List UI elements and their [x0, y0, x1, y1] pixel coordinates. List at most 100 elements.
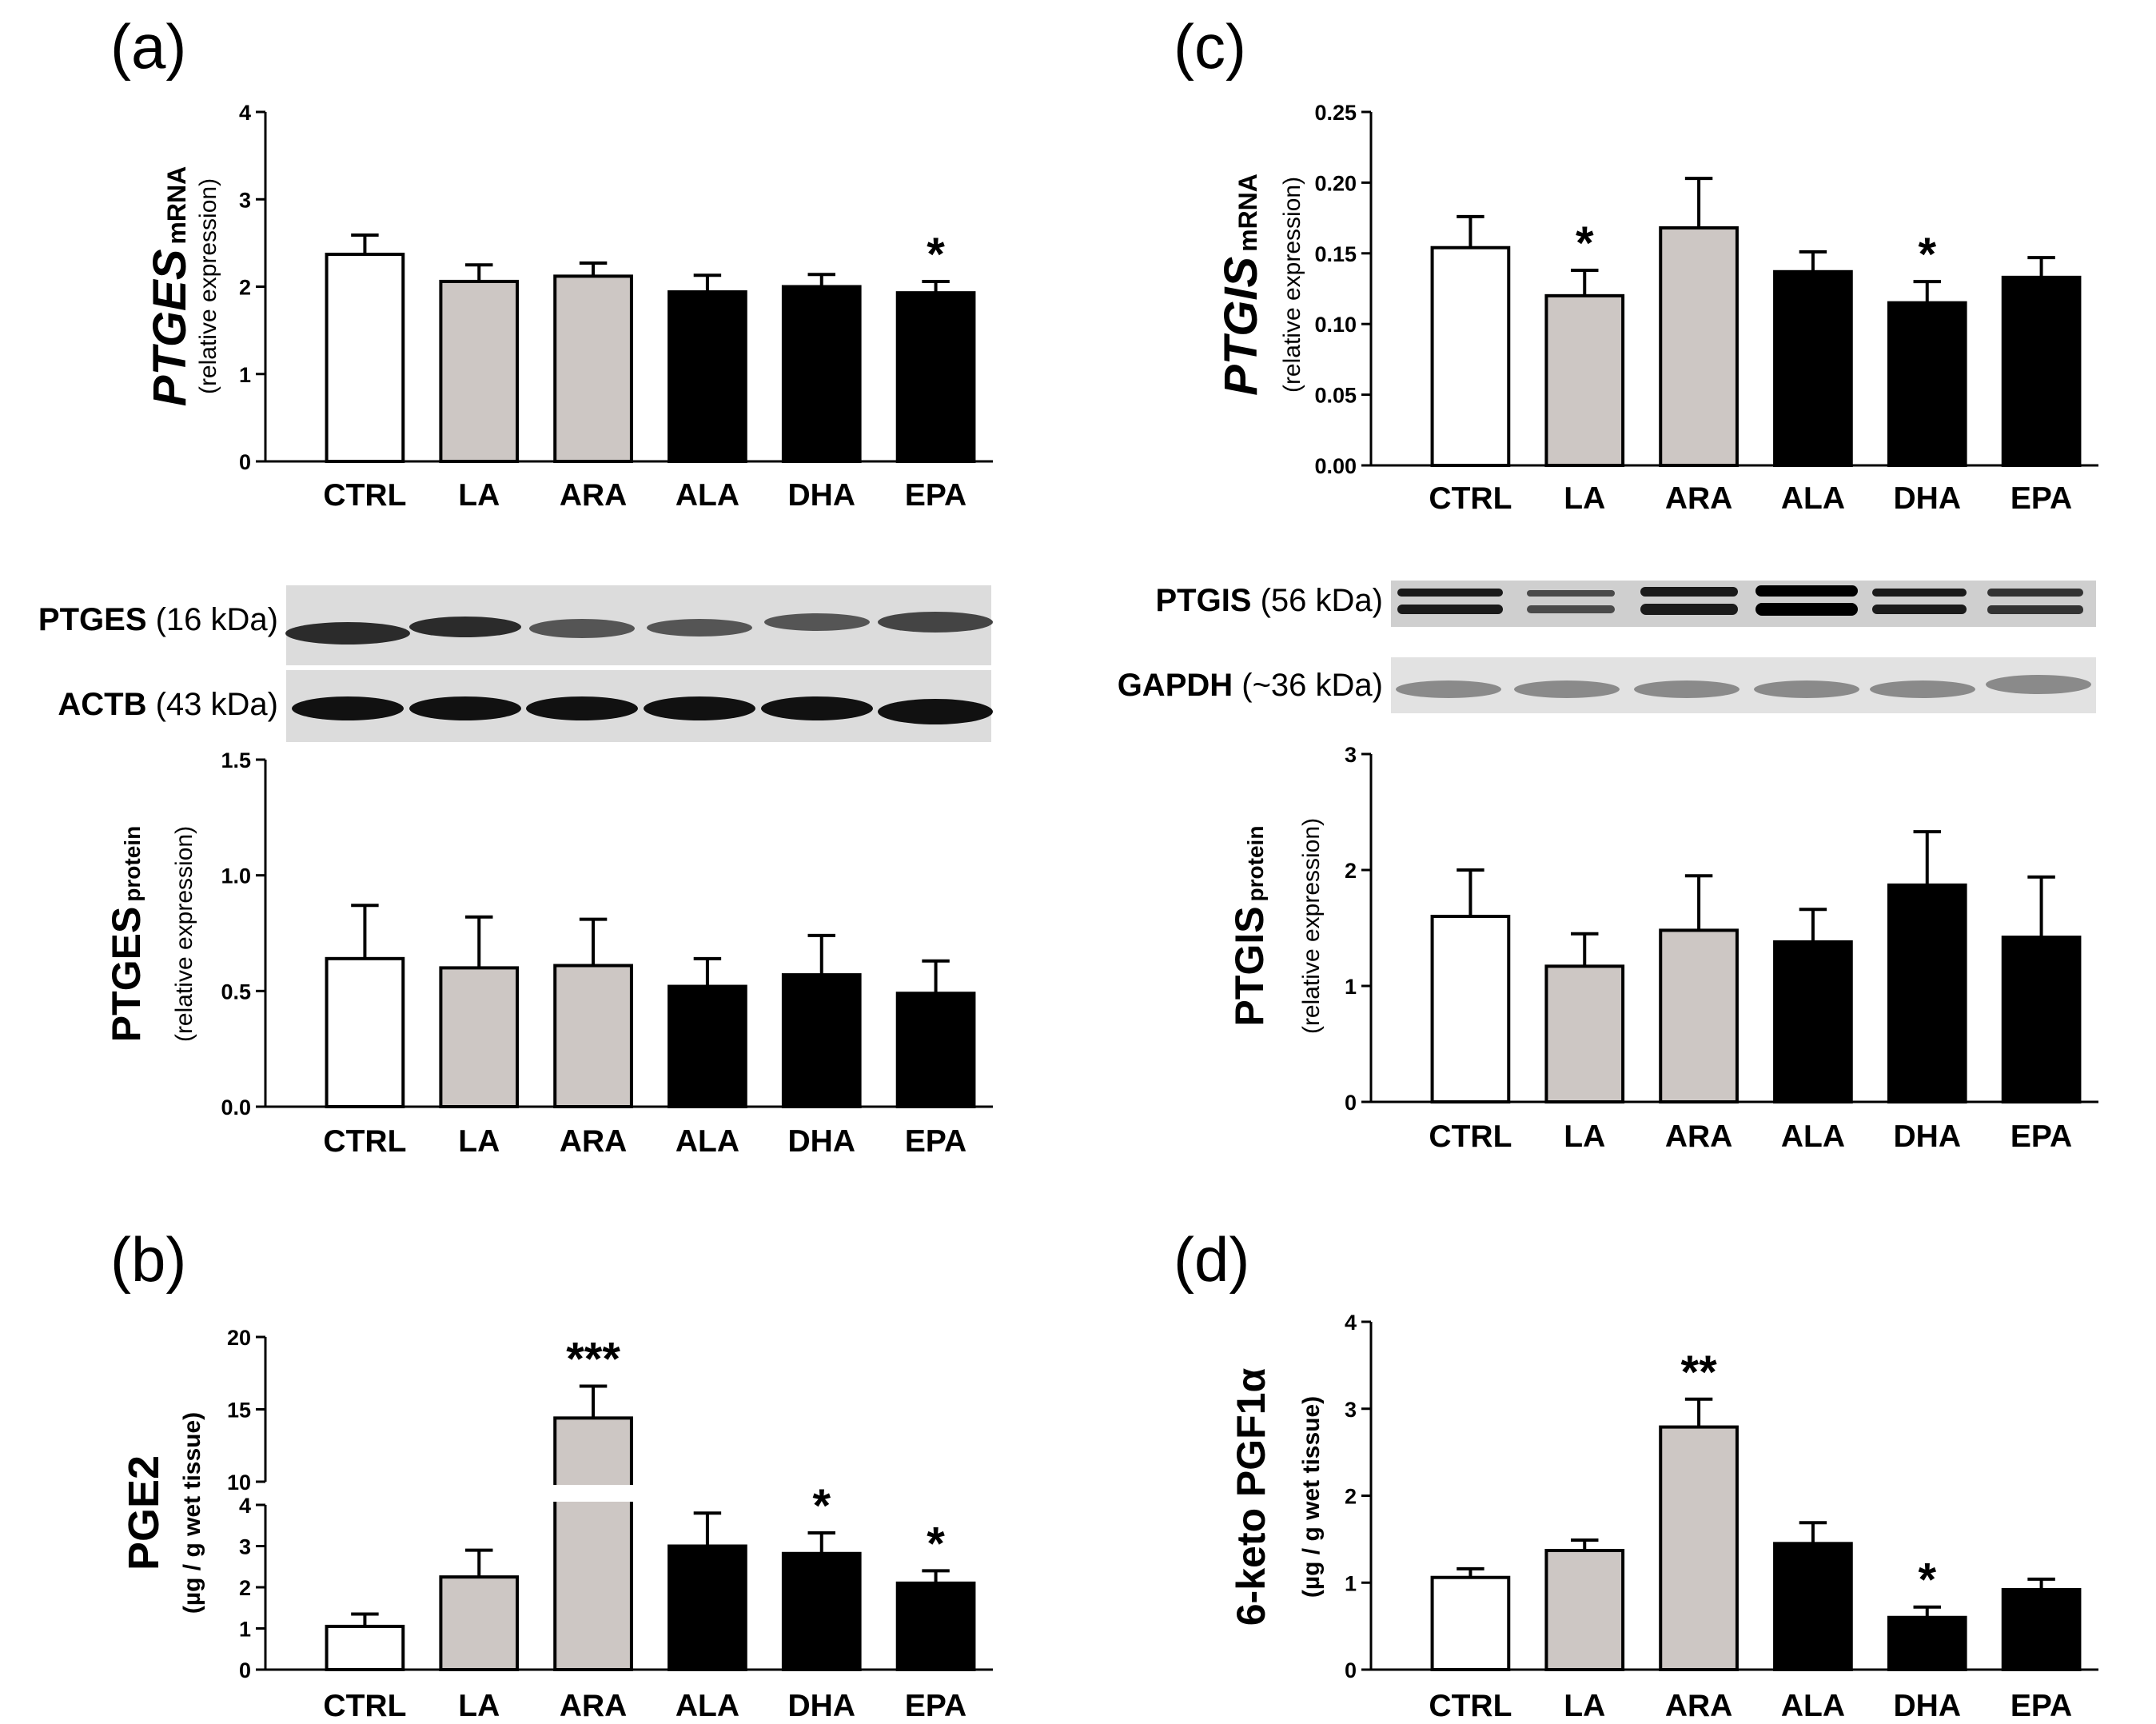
- bar-ala: [1773, 940, 1853, 1104]
- y-axis-title-main: 6-keto PGF1α: [1229, 1368, 1273, 1626]
- y-axis-title-main: PTGIS: [1215, 257, 1267, 396]
- blot-band: [1987, 589, 2083, 597]
- category-label: DHA: [1894, 1119, 1962, 1154]
- category-label: ALA: [675, 478, 739, 513]
- chart-pge2: 0 1 2 3 410 15 20 CTRL LA *** ARA ALA * DHA * EPA PGE2 (µ…: [120, 1326, 993, 1723]
- bar-ara: [1659, 1425, 1739, 1672]
- category-label: DHA: [1894, 1689, 1962, 1723]
- blot-band: [1396, 680, 1501, 698]
- y-tick-label: 0.00: [1314, 454, 1357, 478]
- blot-band: [1987, 605, 2083, 614]
- blot-size-ptgis: (56 kDa): [1252, 583, 1384, 618]
- category-label: EPA: [905, 1124, 966, 1159]
- blot-band: [644, 696, 755, 720]
- bar-ala: [668, 290, 747, 463]
- category-label: LA: [458, 1689, 500, 1723]
- bar-dha: [1887, 883, 1967, 1103]
- category-label: ARA: [560, 478, 628, 513]
- bar-epa: [2001, 1587, 2082, 1671]
- y-tick-label: 0: [239, 450, 251, 474]
- blot-ptgis-bands: [1397, 585, 2083, 616]
- blot-ptges: [285, 585, 993, 665]
- y-axis-title-main: PTGES: [144, 249, 196, 406]
- y-tick-label: 2: [1345, 859, 1357, 883]
- category-label: ARA: [1665, 481, 1733, 516]
- y-tick-label: 3: [239, 188, 251, 212]
- y-axis-title: PTGES protein: [104, 826, 149, 1042]
- y-tick-label: 15: [227, 1399, 251, 1423]
- blot-name-ptgis: PTGIS: [1155, 583, 1251, 618]
- bar-ara: [553, 274, 633, 464]
- y-tick-label: 2: [239, 276, 251, 300]
- y-axis-title-main: PTGES: [104, 907, 149, 1042]
- significance-mark: *: [1918, 229, 1936, 281]
- blot-actb-background: [286, 670, 991, 742]
- category-label: ARA: [1665, 1689, 1733, 1723]
- y-axis-title-main: PTGIS: [1227, 906, 1272, 1026]
- blot-band: [1754, 680, 1859, 698]
- y-axis-title-sub: mRNA: [1233, 174, 1262, 252]
- category-label: CTRL: [323, 478, 406, 513]
- y-axis-subtitle: (µg / g wet tissue): [1298, 1396, 1325, 1598]
- blot-band: [761, 696, 873, 720]
- category-label: LA: [1564, 481, 1605, 516]
- category-label: CTRL: [1429, 481, 1512, 516]
- category-label: CTRL: [1429, 1689, 1512, 1723]
- y-tick-label: 3: [1345, 743, 1357, 767]
- bar-dha: [781, 973, 862, 1108]
- category-label: ARA: [560, 1689, 628, 1723]
- blot-actb-bands: [292, 696, 993, 724]
- category-label: ALA: [675, 1689, 739, 1723]
- y-axis-title: PGE2: [120, 1455, 168, 1570]
- blot-band: [285, 622, 410, 645]
- blot-band: [1870, 680, 1975, 698]
- y-axis-subtitle: (relative expression): [1279, 177, 1305, 393]
- category-label: DHA: [788, 1689, 856, 1723]
- bar-la: [439, 966, 520, 1109]
- category-label: LA: [1564, 1119, 1605, 1154]
- chart-ptges_protein: 0.0 0.5 1.0 1.5 CTRL LA ARA ALA DHA EPA PTGES prote…: [104, 748, 993, 1159]
- bar-ara: [1659, 928, 1739, 1104]
- category-label: ARA: [560, 1124, 628, 1159]
- category-label: DHA: [788, 478, 856, 513]
- blot-band: [1872, 605, 1967, 614]
- blot-label-actb: ACTB (43 kDa): [58, 687, 278, 722]
- blot-ptgis-background: [1391, 581, 2096, 627]
- bar-dha: [1887, 1615, 1967, 1671]
- y-tick-label: 20: [227, 1326, 251, 1350]
- y-tick-label: 0.15: [1314, 242, 1357, 266]
- y-tick-label: 1: [1345, 975, 1357, 999]
- panel-label-d: (d): [1174, 1224, 1249, 1295]
- bar-la: [439, 279, 520, 463]
- bar-dha: [781, 285, 862, 463]
- blot-band: [764, 613, 870, 631]
- bar-ala: [1773, 269, 1853, 467]
- bar-ctrl: [1430, 1575, 1511, 1671]
- category-label: EPA: [2011, 1689, 2072, 1723]
- category-label: ALA: [675, 1124, 739, 1159]
- blot-ptges-bands: [285, 612, 993, 645]
- y-axis-title: PTGES mRNA: [144, 166, 196, 406]
- significance-mark: *: [927, 229, 945, 281]
- y-axis-subtitle: (relative expression): [171, 826, 197, 1042]
- y-tick-label: 0.25: [1314, 101, 1357, 125]
- bar-ala: [668, 1544, 747, 1671]
- bar-ara: [1659, 225, 1739, 467]
- y-tick-label: 0.10: [1314, 313, 1357, 337]
- blot-ptgis: [1391, 581, 2096, 627]
- bar-la: [1544, 1549, 1625, 1671]
- blot-band: [1755, 585, 1858, 597]
- category-label: CTRL: [323, 1124, 406, 1159]
- bar-ara: [553, 964, 633, 1109]
- y-tick-label: 1.0: [221, 864, 251, 888]
- category-label: CTRL: [323, 1689, 406, 1723]
- category-label: LA: [1564, 1689, 1605, 1723]
- panel-label-c: (c): [1174, 11, 1246, 82]
- y-axis-title-sub: mRNA: [162, 166, 191, 245]
- bar-ctrl: [325, 1624, 405, 1672]
- chart-ptgis_protein: 0 1 2 3 CTRL LA ARA ALA DHA EPA PTGIS protein (relat…: [1227, 743, 2098, 1154]
- blot-band: [1986, 675, 2091, 694]
- blot-name-ptges: PTGES: [38, 602, 147, 637]
- panel-label-a: (a): [110, 11, 186, 82]
